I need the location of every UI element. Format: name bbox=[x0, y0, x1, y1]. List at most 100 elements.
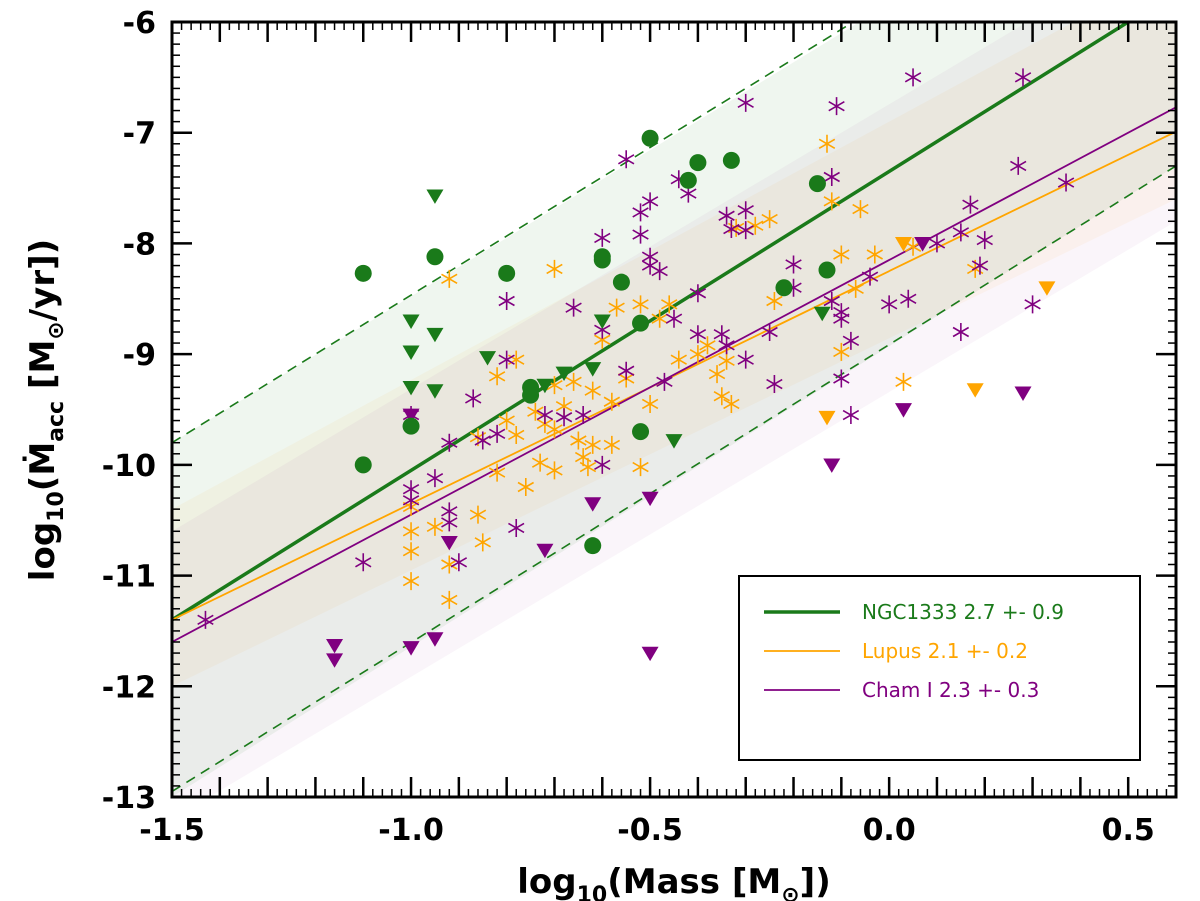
cham-star-point-27 bbox=[641, 192, 659, 211]
scatter-bands bbox=[172, 22, 1176, 797]
cham-star-point-12 bbox=[488, 424, 506, 443]
y-tick-label: -13 bbox=[102, 781, 156, 816]
cham-star-point-44 bbox=[737, 350, 754, 369]
cham-star-point-8 bbox=[441, 513, 458, 532]
lupus-star-point-42 bbox=[689, 345, 707, 364]
cham-star-point-30 bbox=[651, 262, 668, 281]
cham-star-point-67 bbox=[1010, 156, 1027, 175]
cham-triangle-point-8 bbox=[641, 491, 659, 507]
lupus-star-point-12 bbox=[488, 463, 506, 482]
fit-line-ngc1333 bbox=[172, 22, 1132, 622]
lupus-star-point-8 bbox=[469, 428, 487, 447]
ngc1333-triangle-point-11 bbox=[665, 434, 683, 449]
cham-star-point-64 bbox=[962, 195, 979, 214]
lupus-star-point-36 bbox=[632, 295, 649, 314]
lupus-star-point-27 bbox=[574, 448, 592, 467]
ngc1333-circle-point-12 bbox=[632, 423, 650, 441]
cham-star-point-51 bbox=[828, 97, 845, 116]
cham-triangle-point-1 bbox=[326, 653, 344, 668]
fit-line-cham-i bbox=[172, 106, 1176, 643]
lupus-star-point-56 bbox=[847, 279, 864, 298]
cham-star-point-39 bbox=[718, 336, 735, 355]
cham-triangle-point-10 bbox=[823, 458, 841, 473]
ngc1333-circle-point-15 bbox=[689, 154, 707, 172]
x-tick-label: -0.5 bbox=[617, 813, 683, 848]
ngc1333-circle-point-4 bbox=[498, 264, 516, 282]
cham-triangle-point-12 bbox=[914, 237, 932, 252]
cham-star-point-65 bbox=[971, 256, 989, 275]
ngc1333-triangle-point-0 bbox=[402, 314, 420, 330]
lupus-star-point-55 bbox=[833, 342, 850, 361]
lupus-triangle-point-3 bbox=[1038, 281, 1056, 296]
cham-star-point-61 bbox=[928, 234, 946, 253]
y-tick-label: -7 bbox=[123, 117, 156, 152]
cham-star-point-24 bbox=[617, 361, 635, 380]
lupus-star-point-49 bbox=[747, 216, 764, 235]
cham-star-point-0 bbox=[197, 610, 214, 629]
cham-star-point-69 bbox=[1024, 295, 1041, 314]
lupus-star-point-45 bbox=[713, 387, 731, 406]
ngc1333-triangle-point-5 bbox=[426, 384, 444, 399]
lupus-star-point-18 bbox=[531, 453, 549, 472]
cham-star-point-47 bbox=[785, 255, 802, 274]
lupus-star-point-4 bbox=[426, 517, 444, 536]
cham-star-point-23 bbox=[617, 150, 635, 169]
cham-star-point-4 bbox=[402, 491, 420, 510]
legend-label-ngc1333: NGC1333 2.7 +- 0.9 bbox=[862, 600, 1064, 624]
cham-star-point-60 bbox=[904, 68, 922, 87]
lupus-star-point-11 bbox=[488, 367, 506, 386]
ngc1333-circle-point-11 bbox=[632, 314, 650, 332]
lupus-star-point-23 bbox=[546, 461, 563, 480]
cham-star-point-14 bbox=[498, 350, 515, 369]
cham-star-point-58 bbox=[880, 295, 898, 314]
lupus-star-point-37 bbox=[632, 458, 649, 477]
cham-star-point-62 bbox=[952, 323, 970, 341]
lupus-star-point-52 bbox=[818, 134, 836, 153]
cham-star-point-55 bbox=[842, 331, 860, 350]
lupus-triangle-point-1 bbox=[894, 237, 912, 252]
lupus-triangle-point-0 bbox=[818, 410, 836, 426]
cham-star-point-34 bbox=[680, 184, 697, 203]
lupus-star-point-13 bbox=[498, 411, 515, 430]
cham-star-point-66 bbox=[976, 231, 993, 250]
ngc1333-circle-point-18 bbox=[808, 175, 826, 193]
lupus-star-point-15 bbox=[508, 425, 525, 444]
lupus-star-point-58 bbox=[866, 245, 883, 264]
cham-star-point-19 bbox=[574, 406, 592, 425]
y-tick-label: -8 bbox=[123, 227, 156, 262]
cham-star-point-11 bbox=[474, 431, 491, 450]
lupus-star-point-30 bbox=[584, 381, 601, 400]
cham-star-point-17 bbox=[555, 408, 573, 427]
lupus-star-point-50 bbox=[761, 210, 778, 229]
cham-star-point-20 bbox=[594, 228, 611, 247]
lupus-star-point-57 bbox=[852, 200, 869, 219]
cham-triangle-point-0 bbox=[326, 638, 344, 654]
cham-star-point-5 bbox=[426, 469, 444, 488]
y-tick-label: -12 bbox=[102, 670, 156, 705]
fit-line-lupus bbox=[172, 130, 1176, 621]
legend-label-cham: Cham I 2.3 +- 0.3 bbox=[862, 678, 1039, 702]
cham-star-point-49 bbox=[823, 168, 840, 186]
lupus-star-point-29 bbox=[584, 435, 601, 454]
lupus-star-point-32 bbox=[603, 392, 621, 411]
lupus-star-point-16 bbox=[517, 478, 534, 496]
ngc1333-triangle-point-1 bbox=[402, 345, 420, 361]
lupus-star-point-3 bbox=[402, 572, 420, 591]
x-tick-label: -1.5 bbox=[139, 813, 205, 848]
ngc1333-triangle-point-3 bbox=[426, 189, 444, 204]
ngc1333-circle-point-6 bbox=[522, 386, 540, 404]
cham-star-point-16 bbox=[536, 406, 554, 425]
cham-star-point-45 bbox=[761, 323, 778, 341]
x-tick-label: -1.0 bbox=[378, 813, 444, 848]
lupus-star-point-40 bbox=[661, 295, 678, 314]
lupus-star-point-14 bbox=[508, 350, 525, 369]
x-tick-label: 0.5 bbox=[1102, 813, 1155, 848]
ngc1333-triangle-point-2 bbox=[402, 380, 420, 396]
cham-star-point-35 bbox=[689, 284, 707, 303]
cham-star-point-9 bbox=[450, 553, 468, 572]
cham-triangle-point-5 bbox=[440, 535, 458, 551]
y-axis-title: log10(Ṁacc [M⊙/yr]) bbox=[22, 239, 69, 581]
axis-ticks bbox=[170, 20, 1178, 799]
lupus-star-point-2 bbox=[402, 542, 420, 561]
